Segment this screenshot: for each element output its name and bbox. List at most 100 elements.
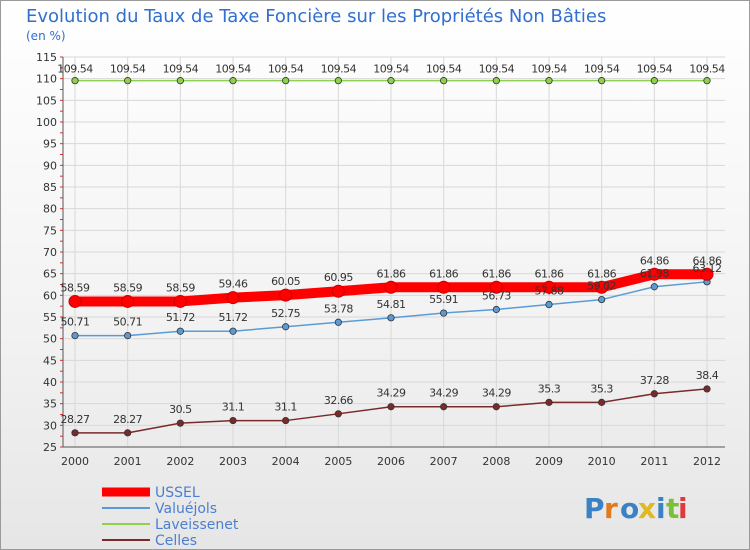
y-tick-label: 50	[43, 333, 57, 346]
data-label: 64.86	[693, 254, 722, 267]
y-tick-label: 100	[36, 116, 57, 129]
axis-layer: 2530354045505560657075808590951001051101…	[36, 51, 725, 468]
y-tick-label: 65	[43, 268, 57, 281]
data-point	[440, 77, 448, 85]
data-label: 60.95	[324, 271, 353, 284]
y-tick-label: 105	[36, 94, 57, 107]
data-label: 31.1	[274, 401, 297, 414]
data-point	[437, 280, 451, 294]
y-tick-label: 60	[43, 289, 57, 302]
data-label: 51.72	[166, 311, 195, 324]
data-point	[229, 416, 237, 425]
logo-letter: o	[620, 492, 639, 525]
data-point	[124, 429, 132, 437]
y-tick-label: 55	[43, 311, 57, 324]
data-point	[595, 280, 609, 294]
data-point	[545, 398, 553, 406]
x-tick-label: 2009	[535, 455, 563, 468]
data-label: 52.75	[271, 307, 300, 320]
data-point	[282, 323, 290, 331]
y-tick-label: 115	[36, 51, 57, 64]
data-point	[440, 309, 448, 317]
data-point	[384, 280, 398, 294]
data-point	[598, 295, 606, 304]
data-point	[492, 403, 500, 411]
y-tick-label: 90	[43, 159, 57, 172]
data-point	[226, 291, 240, 305]
data-point	[334, 410, 342, 418]
y-tick-label: 25	[43, 441, 57, 454]
data-point	[331, 284, 345, 298]
data-label: 61.98	[640, 267, 669, 280]
data-label: 31.1	[222, 401, 245, 414]
data-label: 58.59	[61, 281, 90, 294]
logo-letter: i	[678, 492, 688, 525]
data-label: 61.86	[429, 267, 458, 280]
data-label: 61.86	[587, 267, 616, 280]
data-point	[492, 305, 500, 314]
data-point	[176, 327, 184, 335]
x-tick-label: 2012	[693, 455, 721, 468]
data-point	[71, 331, 79, 340]
data-point	[387, 314, 395, 322]
data-point	[700, 267, 714, 281]
data-label: 61.86	[377, 267, 406, 280]
data-point	[124, 77, 132, 85]
data-point	[282, 77, 290, 85]
data-point	[598, 398, 606, 406]
data-label: 35.3	[590, 382, 613, 395]
data-point	[542, 280, 556, 294]
y-tick-label: 95	[43, 138, 57, 151]
y-tick-label: 80	[43, 203, 57, 216]
legend-label: Celles	[155, 533, 197, 549]
data-label: 109.54	[637, 63, 673, 76]
x-tick-label: 2000	[61, 455, 89, 468]
data-label: 109.54	[268, 63, 304, 76]
y-tick-label: 40	[43, 376, 57, 389]
x-tick-label: 2011	[640, 455, 668, 468]
data-label: 109.54	[321, 63, 357, 76]
data-label: 28.27	[113, 413, 142, 426]
x-tick-label: 2010	[588, 455, 616, 468]
data-label: 109.54	[215, 63, 251, 76]
data-point	[334, 77, 342, 85]
data-label: 64.86	[640, 254, 669, 267]
y-tick-label: 30	[43, 419, 57, 432]
data-point	[282, 416, 290, 425]
data-point	[229, 327, 237, 335]
data-label: 109.54	[373, 63, 409, 76]
data-point	[176, 77, 184, 85]
data-label: 109.54	[479, 63, 515, 76]
data-point	[124, 331, 132, 340]
data-label: 59.46	[219, 278, 248, 291]
x-tick-label: 2007	[430, 455, 458, 468]
x-tick-label: 2002	[166, 455, 194, 468]
data-label: 56.73	[482, 290, 511, 303]
data-label: 50.71	[61, 316, 90, 329]
data-label: 30.5	[169, 403, 192, 416]
data-point	[545, 300, 553, 309]
data-label: 37.28	[640, 374, 669, 387]
legend-label: Valuéjols	[155, 501, 217, 517]
data-point	[703, 77, 711, 85]
data-label: 57.88	[535, 285, 564, 298]
data-point	[68, 294, 82, 308]
data-point	[650, 283, 658, 291]
logo-letter: x	[638, 492, 656, 525]
y-tick-label: 45	[43, 354, 57, 367]
series-layer	[68, 77, 714, 437]
data-label: 60.05	[271, 275, 300, 288]
data-label: 109.54	[689, 63, 725, 76]
data-label: 59.02	[587, 280, 616, 293]
y-axis-unit: (en %)	[26, 29, 66, 43]
y-tick-label: 85	[43, 181, 57, 194]
data-point	[650, 390, 658, 398]
data-label: 109.54	[110, 63, 146, 76]
data-label: 63.12	[693, 262, 722, 275]
data-label: 32.66	[324, 394, 353, 407]
data-label: 109.54	[531, 63, 567, 76]
data-label: 109.54	[57, 63, 93, 76]
